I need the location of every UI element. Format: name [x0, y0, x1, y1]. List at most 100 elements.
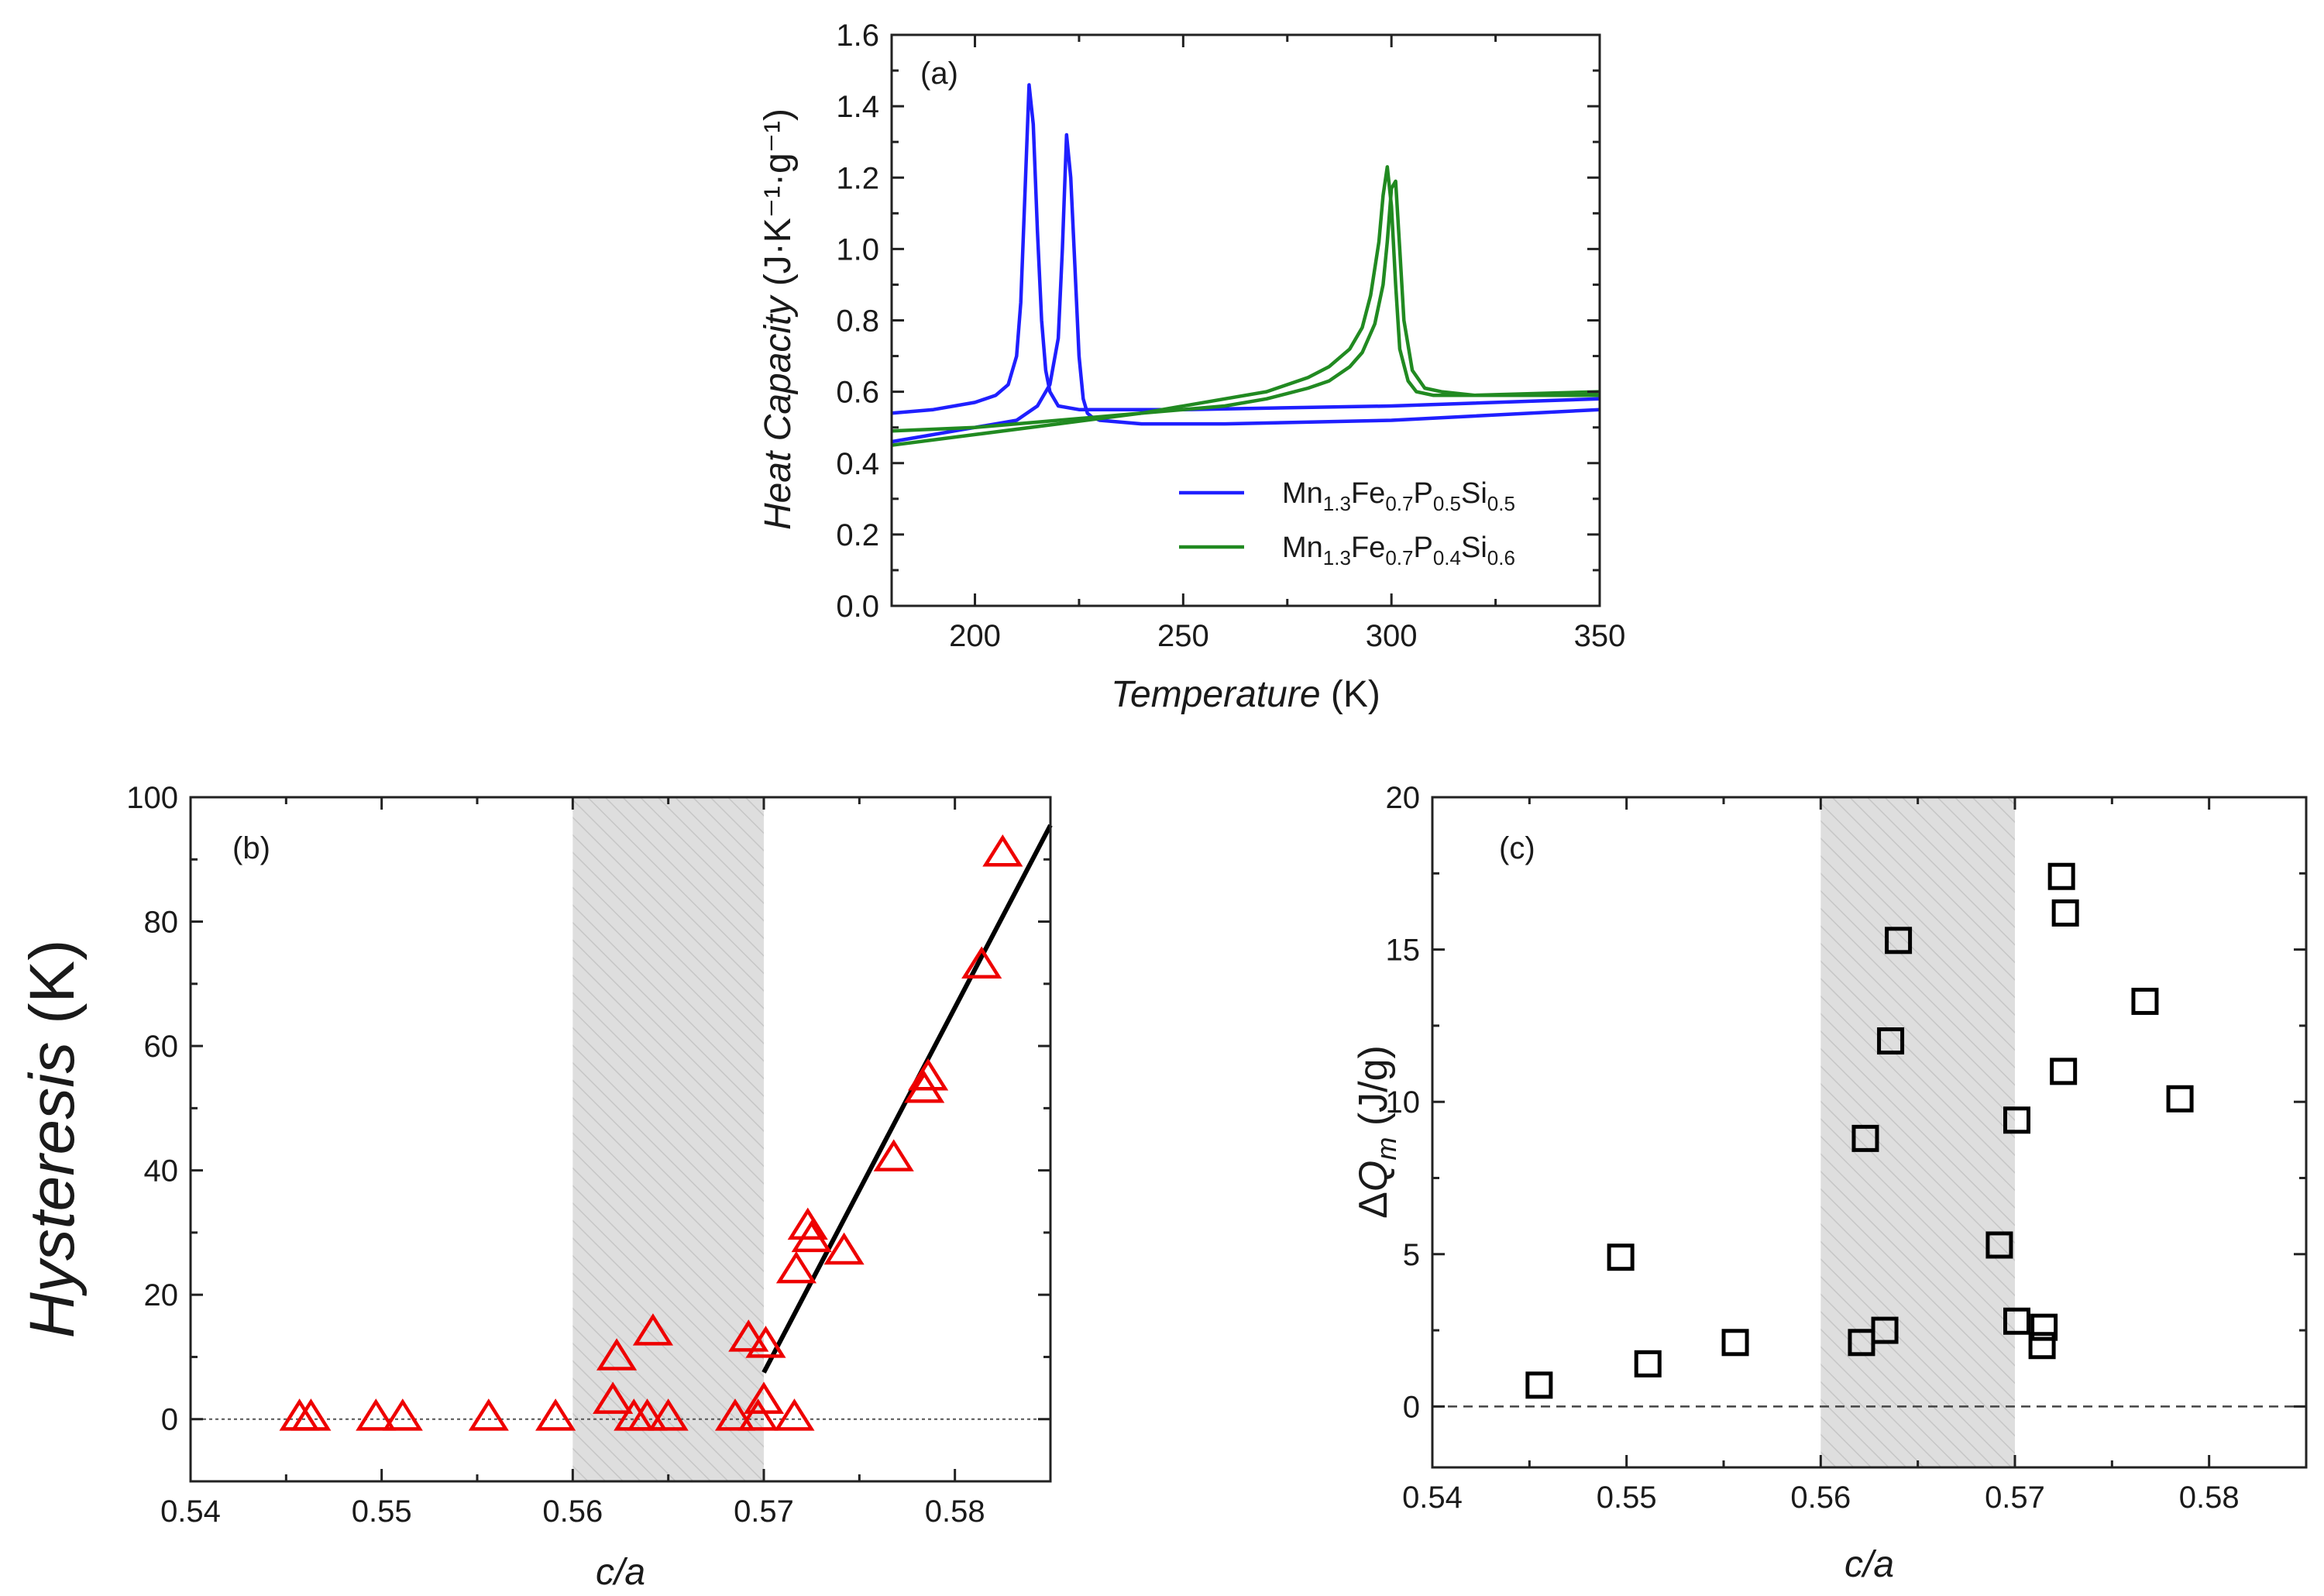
data-point-triangle: [648, 1398, 689, 1431]
shaded-region: [572, 797, 764, 1481]
panel-a-frame: [890, 33, 1601, 607]
panel-c-y-tick-label: 20: [1386, 781, 1421, 815]
data-point-square: [2050, 1058, 2078, 1085]
panel-c-y-tick-label: 5: [1403, 1238, 1420, 1272]
data-point-square: [2047, 862, 2075, 890]
legend-subscript: 0.5: [1487, 492, 1515, 515]
data-point-triangle: [791, 1219, 832, 1253]
data-point-square: [1721, 1329, 1749, 1357]
legend-element: Mn: [1282, 477, 1323, 510]
panel-a-x-tick-label: 250: [1157, 619, 1209, 653]
legend-entry-2: Mn1.3Fe0.7P0.4Si0.6: [1282, 531, 1515, 569]
data-point-triangle: [714, 1398, 756, 1431]
panel-b-plot-content: [191, 797, 1053, 1481]
data-point-square: [1607, 1243, 1635, 1271]
panel-b-x-tick-label: 0.56: [542, 1495, 603, 1529]
panel-a-legend: Mn1.3Fe0.7P0.5Si0.5 Mn1.3Fe0.7P0.4Si0.6: [1179, 477, 1515, 569]
panel-b-label: (b): [232, 831, 270, 865]
panel-c-x-axis-label: c/a: [1844, 1544, 1894, 1585]
data-point-triangle: [787, 1207, 828, 1240]
panel-a-y-tick-label: 1.6: [836, 19, 879, 53]
panel-a-heat-capacity: 200 250 300 3500.00.20.40.60.81.01.21.41.6 …: [758, 19, 1625, 715]
legend-subscript: 0.7: [1385, 546, 1413, 569]
data-point-triangle: [743, 1381, 785, 1414]
panel-b-y-tick-label: 20: [144, 1278, 179, 1312]
panel-c-y-tick-label: 15: [1386, 934, 1421, 968]
panel-a-y-tick-label: 0.0: [836, 590, 879, 624]
data-point-square: [2131, 987, 2159, 1015]
data-point-triangle: [873, 1139, 914, 1171]
panel-c-label: (c): [1499, 831, 1535, 865]
panel-c-x-tick-label: 0.58: [2179, 1481, 2240, 1515]
data-point-triangle: [961, 946, 1002, 979]
panel-c-latent-heat: 0.54 0.55 0.56 0.57 0.58 0 5 10 15 20 (c) c/a ΔQm…: [1351, 781, 2308, 1585]
panel-a-y-tick-label: 0.8: [836, 304, 879, 339]
data-point-triangle: [290, 1398, 332, 1431]
data-point-triangle: [627, 1398, 668, 1431]
panel-a-y-tick-label: 1.4: [836, 90, 879, 124]
data-point-square: [2030, 1313, 2058, 1341]
data-point-triangle: [775, 1250, 817, 1284]
panel-c-y-axis-label-delta: Δ: [1351, 1192, 1396, 1219]
data-point-square: [2003, 1106, 2031, 1134]
data-point-square: [1525, 1371, 1553, 1399]
data-point-square: [1851, 1124, 1879, 1152]
panel-b-y-tick-label: 100: [126, 781, 178, 815]
panel-a-y-tick-label: 0.6: [836, 376, 879, 410]
series-2-branch-2-line: [891, 179, 1600, 433]
data-point-triangle: [593, 1381, 634, 1414]
data-point-triangle: [823, 1232, 865, 1265]
panel-a-x-axis-label-unit: (K): [1321, 674, 1380, 715]
panel-b-frame: [189, 796, 1052, 1483]
panel-a-y-tick-label: 0.2: [836, 518, 879, 552]
panel-c-y-axis-label-sub: m: [1370, 1137, 1402, 1161]
legend-subscript: 0.5: [1433, 492, 1461, 515]
panel-a-y-axis-label-unit: (J·K⁻¹·g⁻¹): [758, 108, 799, 297]
panel-a-x-axis-label-main: Temperature: [1111, 674, 1320, 715]
panel-b-y-tick-label: 40: [144, 1154, 179, 1188]
data-point-triangle: [535, 1398, 576, 1431]
panel-a-y-tick-label: 1.0: [836, 232, 879, 267]
panel-b-x-tick-label: 0.55: [352, 1495, 412, 1529]
legend-subscript: 1.3: [1323, 546, 1351, 569]
legend-element: Fe: [1351, 477, 1385, 510]
data-point-square: [1871, 1316, 1899, 1344]
data-point-triangle: [982, 834, 1023, 867]
data-point-triangle: [908, 1058, 949, 1091]
legend-element: Si: [1461, 477, 1487, 510]
series-2-branch-1-line: [891, 165, 1600, 447]
data-point-triangle: [737, 1398, 779, 1431]
data-point-square: [2003, 1307, 2031, 1335]
panel-b-y-axis-label-unit: (K): [17, 940, 88, 1042]
data-point-triangle: [468, 1398, 509, 1431]
data-point-square: [2166, 1085, 2194, 1113]
data-point-triangle: [382, 1398, 423, 1431]
data-point-triangle: [632, 1313, 674, 1346]
legend-entry-1: Mn1.3Fe0.7P0.5Si0.5: [1282, 477, 1515, 515]
panel-c-x-tick-label: 0.57: [1985, 1481, 2045, 1515]
panel-a-y-tick-label: 1.2: [836, 161, 879, 195]
series-1-branch-2-line: [891, 132, 1600, 444]
panel-c-y-axis-label-q: Q: [1351, 1161, 1396, 1192]
panel-a-series-lines: [891, 83, 1600, 447]
panel-b-x-tick-label: 0.54: [160, 1495, 221, 1529]
panel-a-x-tick-label: 200: [949, 619, 1001, 653]
legend-element: Fe: [1351, 531, 1385, 564]
panel-c-x-tick-label: 0.56: [1790, 1481, 1851, 1515]
data-point-square: [1885, 927, 1913, 955]
legend-subscript: 0.6: [1487, 546, 1515, 569]
data-point-square: [1877, 1027, 1905, 1055]
data-point-square: [1634, 1350, 1662, 1378]
shaded-region: [1820, 797, 2015, 1467]
panel-b-hysteresis: 0.54 0.55 0.56 0.57 0.58 0 20 40 60 80 100 (b) c/a…: [17, 781, 1053, 1593]
data-point-square: [2028, 1332, 2056, 1360]
panel-b-y-tick-label: 80: [144, 906, 179, 940]
series-1-branch-1-line: [891, 83, 1600, 415]
data-point-triangle: [774, 1398, 815, 1431]
panel-c-frame: [1431, 796, 2308, 1469]
panel-a-y-axis-label-main: Heat Capacity: [758, 294, 799, 530]
panel-c-x-tick-label: 0.55: [1597, 1481, 1657, 1515]
data-point-triangle: [745, 1326, 786, 1358]
panel-b-ticks: 0.54 0.55 0.56 0.57 0.58 0 20 40 60 80 100: [126, 781, 1050, 1529]
